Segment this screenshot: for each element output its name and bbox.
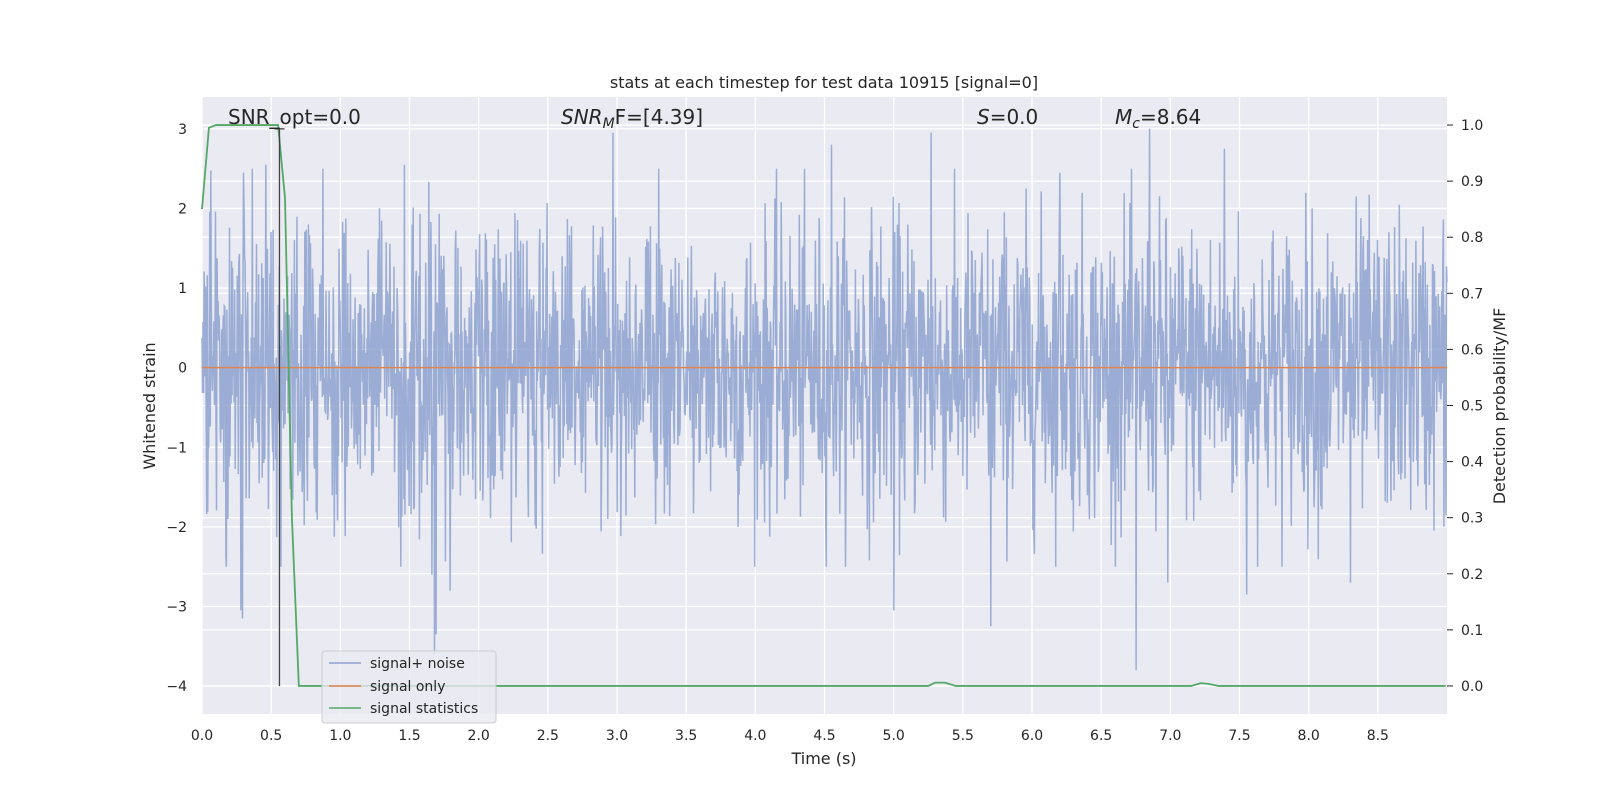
x-tick-label: 3.5: [675, 728, 697, 744]
snr-mf-value: F=[4.39]: [615, 105, 703, 129]
x-tick-label: 4.0: [744, 728, 766, 744]
mc-value: =8.64: [1140, 105, 1201, 129]
mc-subscript: c: [1132, 116, 1140, 132]
detection-marker-line: [274, 128, 285, 687]
x-tick-label: 0.5: [260, 728, 282, 744]
legend-box: [321, 650, 497, 724]
right-y-tick-label: 0.8: [1461, 230, 1483, 246]
signal-noise-line: [201, 128, 1448, 671]
left-y-tick-label: −3: [166, 600, 187, 616]
annotation-s: S=0.0: [977, 105, 1038, 129]
right-y-tick-label: 0.5: [1461, 399, 1483, 415]
right-y-axis-label: Detection probability/MF: [1490, 308, 1509, 505]
series-signal-statistics: [201, 124, 1446, 687]
right-y-tick-label: 0.7: [1461, 286, 1483, 302]
legend-label-signal-only: signal only: [370, 679, 445, 695]
right-y-tick-label: 0.2: [1461, 567, 1483, 583]
x-tick-label: 2.5: [537, 728, 559, 744]
right-y-tick-labels: 1.0 0.9 0.8 0.7 0.6 0.5 0.4 0.3 0.2 0.1 0.0: [1461, 118, 1483, 695]
right-y-tick-label: 0.4: [1461, 455, 1483, 471]
right-y-tick-label: 0.1: [1461, 623, 1483, 639]
snr-mf-symbol: SNR: [561, 105, 603, 129]
right-y-tick-label: 0.0: [1461, 679, 1483, 695]
right-y-tick-label: 0.6: [1461, 342, 1483, 358]
x-tick-label: 8.0: [1298, 728, 1320, 744]
x-tick-label: 1.5: [398, 728, 420, 744]
x-tick-label: 5.5: [952, 728, 974, 744]
annotation-mc: Mc=8.64: [1115, 105, 1201, 132]
x-tick-label: 7.5: [1228, 728, 1250, 744]
snr-mf-subscript: M: [603, 116, 615, 132]
x-tick-label: 6.0: [1021, 728, 1043, 744]
s-value: =0.0: [990, 105, 1039, 129]
left-y-axis-label: Whitened strain: [140, 342, 159, 469]
x-tick-label: 2.0: [468, 728, 490, 744]
mc-symbol: M: [1115, 105, 1132, 129]
left-y-tick-label: −1: [166, 440, 187, 456]
left-y-tick-label: 1: [178, 281, 187, 297]
x-tick-label: 8.5: [1367, 728, 1389, 744]
series-signal-noise: [201, 128, 1448, 671]
chart-title: stats at each timestep for test data 109…: [610, 73, 1038, 92]
x-axis-label: Time (s): [790, 749, 856, 768]
x-tick-label: 0.0: [191, 728, 213, 744]
left-y-tick-label: 3: [178, 122, 187, 138]
s-symbol: S: [977, 105, 990, 129]
left-y-tick-label: −4: [166, 679, 187, 695]
signal-statistics-line: [201, 124, 1446, 687]
right-y-tick-label: 0.9: [1461, 174, 1483, 190]
left-y-tick-labels: 3 2 1 0 −1 −2 −3 −4: [166, 122, 187, 695]
annotation-snr-mf: SNRMF=[4.39]: [561, 105, 703, 132]
left-y-tick-label: −2: [166, 520, 187, 536]
x-tick-label: 5.0: [883, 728, 905, 744]
x-tick-label: 1.0: [329, 728, 351, 744]
right-y-tick-label: 1.0: [1461, 118, 1483, 134]
right-y-tick-label: 0.3: [1461, 511, 1483, 527]
x-tick-label: 3.0: [606, 728, 628, 744]
legend: signal+ noise signal only signal statist…: [321, 650, 497, 724]
x-tick-label: 6.5: [1090, 728, 1112, 744]
x-tick-label: 4.5: [813, 728, 835, 744]
left-y-tick-label: 2: [178, 201, 187, 217]
legend-label-signal-statistics: signal statistics: [370, 701, 478, 717]
annotation-snr-opt: SNR_opt=0.0: [228, 105, 361, 129]
x-tick-labels: 0.0 0.5 1.0 1.5 2.0 2.5 3.0 3.5 4.0 4.5 5.0 5.5 6.0 6…: [191, 728, 1389, 744]
x-tick-label: 7.0: [1159, 728, 1181, 744]
left-y-tick-label: 0: [178, 361, 187, 377]
legend-label-signal-noise: signal+ noise: [370, 656, 465, 672]
